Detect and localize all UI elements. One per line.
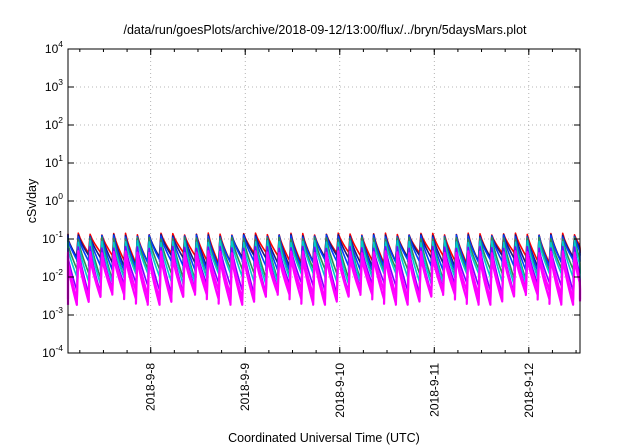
y-tick-label: 10-4 <box>42 343 63 360</box>
y-tick-label: 102 <box>45 115 63 132</box>
x-tick-label: 2018-9-8 <box>144 363 158 411</box>
x-tick-label: 2018-9-11 <box>427 363 441 417</box>
chart-title: /data/run/goesPlots/archive/2018-09-12/1… <box>123 23 527 37</box>
y-tick-label: 10-1 <box>42 229 63 246</box>
series-layer <box>66 232 582 306</box>
y-tick-label: 104 <box>45 39 63 56</box>
grid <box>68 49 580 353</box>
y-tick-label: 10-2 <box>42 267 63 284</box>
series-line-8 <box>66 254 582 306</box>
y-tick-label: 103 <box>45 77 63 94</box>
y-axis-label: cSv/day <box>25 178 39 223</box>
y-tick-label: 10-3 <box>42 305 63 322</box>
x-tick-label: 2018-9-9 <box>238 363 252 411</box>
y-tick-label: 101 <box>45 153 63 170</box>
x-axis-label: Coordinated Universal Time (UTC) <box>228 431 420 445</box>
x-tick-label: 2018-9-10 <box>333 363 347 418</box>
y-tick-label: 100 <box>45 191 63 208</box>
x-tick-label: 2018-9-12 <box>522 363 536 418</box>
x-axis: 2018-9-8 2018-9-9 2018-9-10 2018-9-11 2018-9… <box>79 49 577 418</box>
y-axis: 104 103 102 101 100 10-1 10-2 10-3 10-4 <box>42 39 580 360</box>
